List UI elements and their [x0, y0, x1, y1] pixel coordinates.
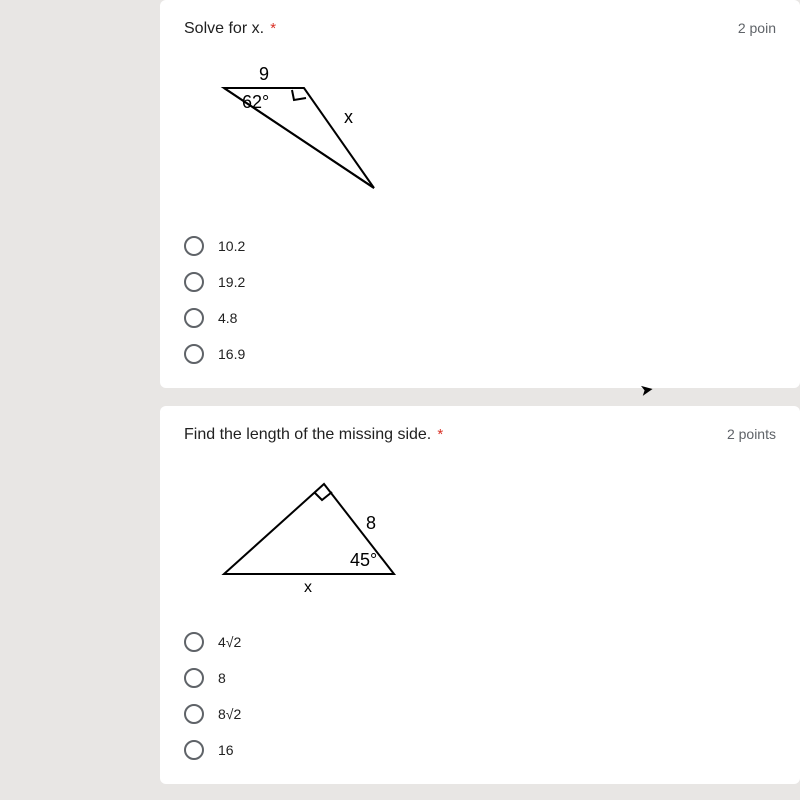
card-header: Find the length of the missing side. * 2…	[184, 426, 776, 444]
question-label: Find the length of the missing side.	[184, 426, 431, 443]
option-label: 16	[218, 742, 234, 758]
radio-icon	[184, 344, 204, 364]
radio-icon	[184, 704, 204, 724]
label-side-9: 9	[259, 64, 269, 84]
question-card-2: Find the length of the missing side. * 2…	[160, 406, 800, 784]
label-side-8: 8	[366, 513, 376, 533]
options-list-2: 4√2 8 8√2 16	[184, 632, 776, 760]
option-16-9[interactable]: 16.9	[184, 344, 776, 364]
triangle-svg-2: 8 45° x	[194, 464, 424, 604]
radio-icon	[184, 308, 204, 328]
option-label: 8√2	[218, 706, 241, 722]
options-list-1: 10.2 19.2 4.8 16.9	[184, 236, 776, 364]
option-8[interactable]: 8	[184, 668, 776, 688]
label-side-x: x	[344, 107, 353, 127]
option-label: 16.9	[218, 346, 245, 362]
option-10-2[interactable]: 10.2	[184, 236, 776, 256]
option-label: 4.8	[218, 310, 237, 326]
option-label: 8	[218, 670, 226, 686]
option-label: 10.2	[218, 238, 245, 254]
triangle-figure-2: 8 45° x	[194, 464, 776, 608]
required-asterisk: *	[437, 426, 443, 443]
option-4r2[interactable]: 4√2	[184, 632, 776, 652]
radio-icon	[184, 740, 204, 760]
question-card-1: Solve for x. * 2 poin 9 x 62° 10.2	[160, 0, 800, 388]
option-19-2[interactable]: 19.2	[184, 272, 776, 292]
option-16[interactable]: 16	[184, 740, 776, 760]
triangle-svg-1: 9 x 62°	[194, 58, 394, 208]
option-label: 19.2	[218, 274, 245, 290]
label-side-x: x	[304, 579, 312, 596]
option-8r2[interactable]: 8√2	[184, 704, 776, 724]
form-page: Solve for x. * 2 poin 9 x 62° 10.2	[160, 0, 800, 800]
question-text: Find the length of the missing side. *	[184, 426, 443, 444]
label-angle-45: 45°	[350, 550, 377, 570]
radio-icon	[184, 236, 204, 256]
radio-icon	[184, 272, 204, 292]
points-label: 2 poin	[738, 20, 776, 36]
triangle-figure-1: 9 x 62°	[194, 58, 776, 212]
option-label: 4√2	[218, 634, 241, 650]
radio-icon	[184, 668, 204, 688]
required-asterisk: *	[270, 20, 276, 37]
radio-icon	[184, 632, 204, 652]
cursor-icon: ➤	[638, 379, 655, 401]
label-angle-62: 62°	[242, 92, 269, 112]
question-label: Solve for x.	[184, 20, 264, 37]
points-label: 2 points	[727, 426, 776, 442]
option-4-8[interactable]: 4.8	[184, 308, 776, 328]
card-header: Solve for x. * 2 poin	[184, 20, 776, 38]
question-text: Solve for x. *	[184, 20, 276, 38]
